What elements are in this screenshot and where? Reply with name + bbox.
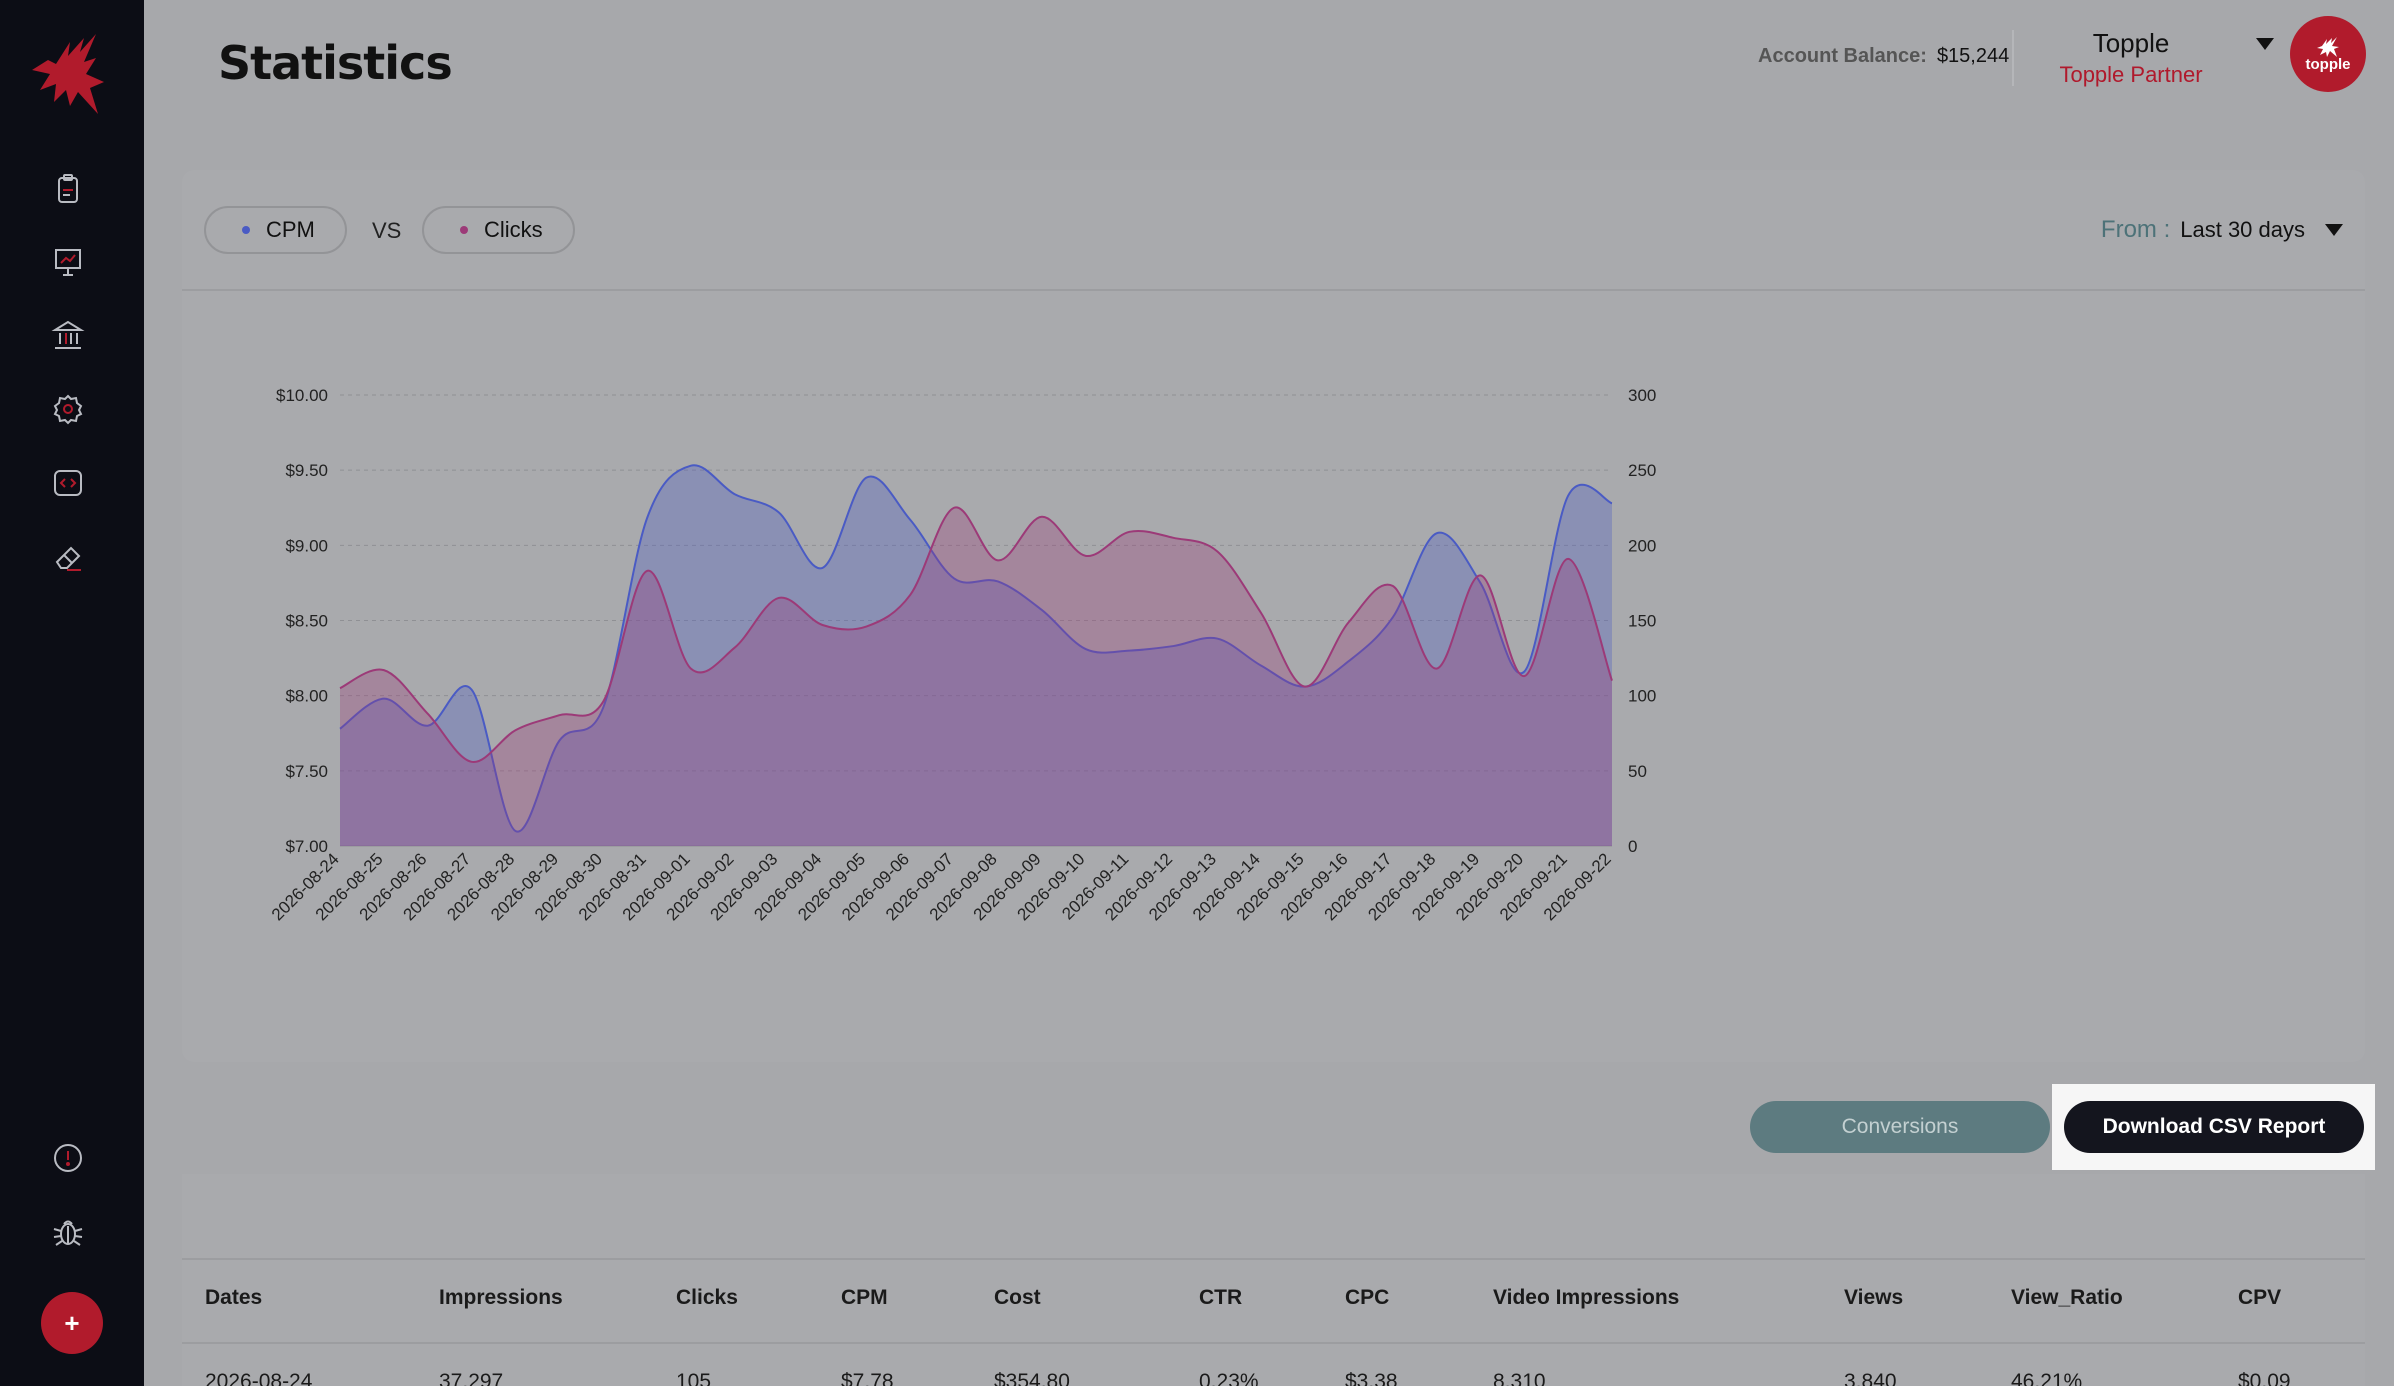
bug-icon[interactable]	[48, 1212, 88, 1252]
table-cell: $3.38	[1345, 1370, 1398, 1386]
table-cell: $354.80	[994, 1370, 1070, 1386]
y-right-tick-label: 200	[1628, 536, 1656, 555]
table-header-divider	[182, 1342, 2365, 1344]
table-cell: 46.21%	[2011, 1370, 2083, 1386]
column-header[interactable]: CPM	[841, 1286, 888, 1309]
clicks-line	[339, 506, 1613, 763]
clicks-area	[340, 507, 1612, 846]
table-cell: 37,297	[439, 1370, 504, 1386]
y-left-tick-label: $8.50	[285, 612, 328, 631]
y-right-tick-label: 250	[1628, 461, 1656, 480]
metric-a-selector[interactable]: CPM	[204, 206, 347, 254]
column-header[interactable]: Impressions	[439, 1286, 563, 1309]
table-top-divider	[182, 1258, 2365, 1260]
column-header[interactable]: CPV	[2238, 1286, 2282, 1309]
column-header[interactable]: View_Ratio	[2011, 1286, 2123, 1309]
column-header[interactable]: Clicks	[676, 1286, 738, 1309]
y-right-tick-label: 0	[1628, 837, 1637, 856]
metric-b-label: Clicks	[484, 217, 543, 242]
sidebar: +	[0, 0, 144, 1386]
y-left-tick-label: $10.00	[276, 386, 328, 405]
user-role: Topple Partner	[2059, 62, 2203, 87]
cpm-area	[340, 465, 1612, 846]
header-divider	[2012, 30, 2014, 86]
y-left-tick-label: $8.00	[285, 687, 328, 706]
bank-icon[interactable]	[48, 316, 88, 356]
table-cell: 3,840	[1844, 1370, 1897, 1386]
balance-label: Account Balance:	[1758, 45, 1927, 67]
metric-a-dot	[242, 226, 250, 234]
metric-b-selector[interactable]: Clicks	[422, 206, 575, 254]
page-title: Statistics	[218, 36, 453, 90]
user-menu-caret-icon[interactable]	[2256, 38, 2274, 50]
table-cell: $0.09	[2238, 1370, 2291, 1386]
metric-a-label: CPM	[266, 217, 315, 242]
avatar-text: topple	[2305, 55, 2351, 73]
column-header[interactable]: Views	[1844, 1286, 1904, 1309]
column-header[interactable]: CTR	[1199, 1286, 1243, 1309]
settings-gear-icon[interactable]	[48, 389, 88, 429]
user-name: Topple	[2092, 28, 2170, 58]
presentation-chart-icon[interactable]	[48, 242, 88, 282]
date-range-dropdown[interactable]: From : Last 30 days	[2101, 216, 2343, 244]
chevron-down-icon	[2325, 224, 2343, 236]
column-header[interactable]: CPC	[1345, 1286, 1390, 1309]
download-csv-button[interactable]: Download CSV Report	[2064, 1101, 2364, 1153]
y-left-tick-label: $9.50	[285, 461, 328, 480]
cpm-line	[339, 464, 1613, 833]
date-range-value: Last 30 days	[2180, 217, 2305, 242]
y-left-tick-label: $7.50	[285, 762, 328, 781]
balance-value: $15,244	[1936, 45, 2010, 67]
table-cell: 0.23%	[1199, 1370, 1259, 1386]
eagle-logo-icon[interactable]	[26, 30, 110, 116]
y-left-tick-label: $7.00	[285, 837, 328, 856]
avatar[interactable]: topple	[2290, 16, 2366, 92]
from-label: From :	[2100, 216, 2171, 243]
y-left-tick-label: $9.00	[285, 536, 328, 555]
card-header-divider	[182, 289, 2365, 291]
add-button[interactable]: +	[41, 1292, 103, 1354]
metric-b-dot	[460, 226, 468, 234]
clipboard-icon[interactable]	[48, 169, 88, 209]
y-right-tick-label: 100	[1628, 687, 1656, 706]
eraser-icon[interactable]	[48, 537, 88, 577]
table-cell: $7.78	[841, 1370, 894, 1386]
column-header[interactable]: Video Impressions	[1493, 1286, 1680, 1309]
stats-table: Dates Impressions Clicks CPM Cost CTR CPC Video…	[182, 1174, 2365, 1386]
y-right-tick-label: 50	[1628, 762, 1647, 781]
table-cell: 2026-08-24	[205, 1370, 313, 1386]
column-header[interactable]: Cost	[994, 1286, 1041, 1309]
column-header[interactable]: Dates	[205, 1286, 263, 1309]
vs-label: VS	[372, 218, 402, 243]
table-cell: 105	[676, 1370, 712, 1386]
code-icon[interactable]	[48, 463, 88, 503]
conversions-button[interactable]: Conversions	[1750, 1101, 2050, 1153]
chart-card: CPM VS Clicks From : Last 30 days $7.00 $…	[182, 170, 2365, 1062]
csv-button-highlight: Download CSV Report	[2052, 1084, 2375, 1170]
alert-icon[interactable]	[48, 1138, 88, 1178]
table-cell: 8,310	[1493, 1370, 1546, 1386]
y-right-tick-label: 300	[1628, 386, 1656, 405]
account-balance: Account Balance: $15,244	[1758, 45, 2009, 68]
avatar-logo-icon	[2317, 36, 2339, 57]
y-right-tick-label: 150	[1628, 612, 1656, 631]
cpm-clicks-chart: $7.00 $7.50 $8.00 $8.50 $9.00 $9.50 $10.00 0 50 1…	[268, 386, 1656, 924]
